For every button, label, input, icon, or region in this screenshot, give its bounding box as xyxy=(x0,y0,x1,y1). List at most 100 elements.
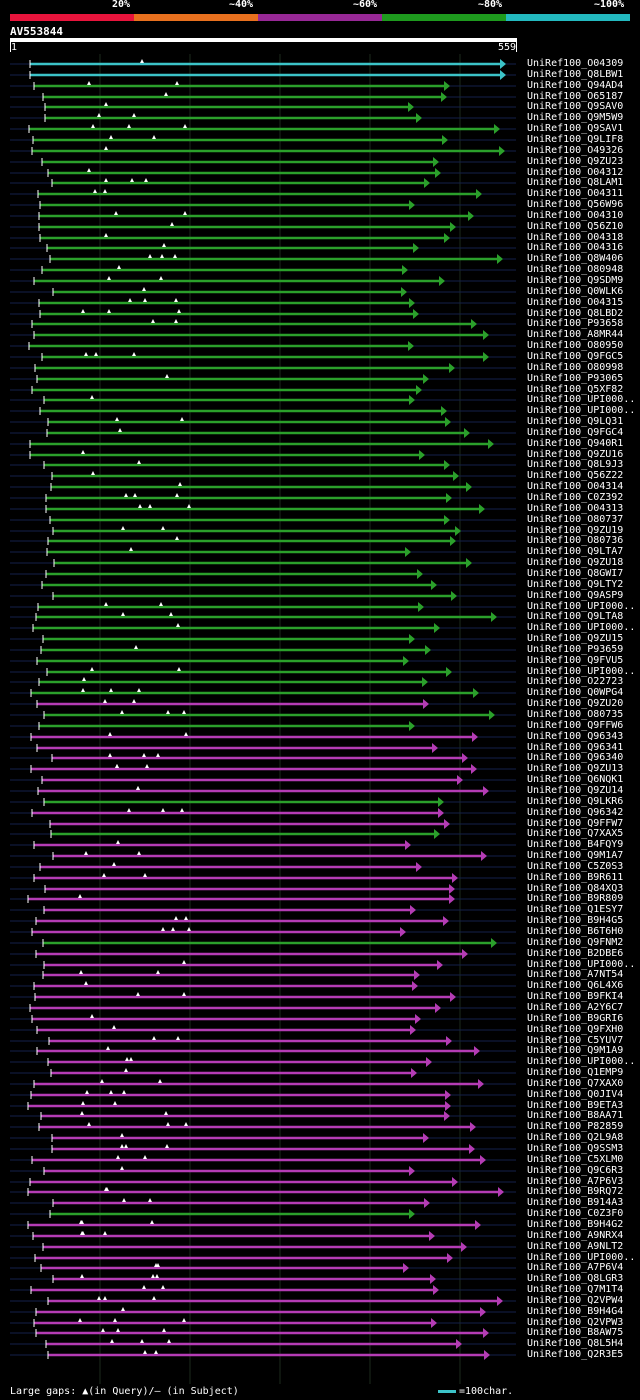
hit-label[interactable]: UniRef100_B9RQ72 xyxy=(527,1186,624,1197)
hit-label[interactable]: UniRef100_B4FQY9 xyxy=(527,839,624,850)
hit-label[interactable]: UniRef100_Q9ZU15 xyxy=(527,633,624,644)
hit-label[interactable]: UniRef100_O80737 xyxy=(527,514,624,525)
hit-label[interactable]: UniRef100_Q9FXH0 xyxy=(527,1024,624,1035)
hit-label[interactable]: UniRef100_Q8W406 xyxy=(527,253,624,264)
hit-label[interactable]: UniRef100_B9H4G5 xyxy=(527,915,624,926)
hit-label[interactable]: UniRef100_A7P6V4 xyxy=(527,1262,624,1273)
hit-label[interactable]: UniRef100_O80948 xyxy=(527,264,624,275)
hit-label[interactable]: UniRef100_Q9ASP9 xyxy=(527,590,624,601)
hit-label[interactable]: UniRef100_Q8LGR3 xyxy=(527,1273,624,1284)
hit-label[interactable]: UniRef100_Q2VPW3 xyxy=(527,1317,624,1328)
hit-label[interactable]: UniRef100_C0Z3F0 xyxy=(527,1208,624,1219)
hit-label[interactable]: UniRef100_O04309 xyxy=(527,58,624,69)
hit-label[interactable]: UniRef100_O04315 xyxy=(527,297,624,308)
hit-label[interactable]: UniRef100_O22723 xyxy=(527,676,624,687)
hit-label[interactable]: UniRef100_Q0WLK6 xyxy=(527,286,624,297)
hit-label[interactable]: UniRef100_C5XLM0 xyxy=(527,1154,624,1165)
hit-label[interactable]: UniRef100_Q96342 xyxy=(527,807,624,818)
hit-label[interactable]: UniRef100_Q9SAV1 xyxy=(527,123,624,134)
hit-label[interactable]: UniRef100_O04312 xyxy=(527,167,624,178)
hit-label[interactable]: UniRef100_A8MR44 xyxy=(527,329,624,340)
hit-label[interactable]: UniRef100_Q96343 xyxy=(527,731,624,742)
hit-label[interactable]: UniRef100_B9H4G2 xyxy=(527,1219,624,1230)
hit-label[interactable]: UniRef100_A7P6V3 xyxy=(527,1176,624,1187)
hit-label[interactable]: UniRef100_Q8GWI7 xyxy=(527,568,624,579)
hit-label[interactable]: UniRef100_Q9M1A9 xyxy=(527,1045,624,1056)
hit-label[interactable]: UniRef100_Q0JIV4 xyxy=(527,1089,624,1100)
hit-label[interactable]: UniRef100_Q9SSM3 xyxy=(527,1143,624,1154)
hit-label[interactable]: UniRef100_Q9ZU16 xyxy=(527,449,624,460)
hit-label[interactable]: UniRef100_Q9ZU19 xyxy=(527,525,624,536)
hit-label[interactable]: UniRef100_Q96341 xyxy=(527,742,624,753)
hit-label[interactable]: UniRef100_C0Z392 xyxy=(527,492,624,503)
hit-label[interactable]: UniRef100_O04314 xyxy=(527,481,624,492)
hit-label[interactable]: UniRef100_Q6NQK1 xyxy=(527,774,624,785)
hit-label[interactable]: UniRef100_Q9LQ31 xyxy=(527,416,624,427)
hit-label[interactable]: UniRef100_Q8LAM1 xyxy=(527,177,624,188)
hit-label[interactable]: UniRef100_UPI000.. xyxy=(527,405,636,416)
hit-label[interactable]: UniRef100_Q56Z10 xyxy=(527,221,624,232)
hit-label[interactable]: UniRef100_O04311 xyxy=(527,188,624,199)
hit-label[interactable]: UniRef100_Q9ZU14 xyxy=(527,785,624,796)
hit-label[interactable]: UniRef100_UPI000.. xyxy=(527,666,636,677)
hit-label[interactable]: UniRef100_Q9FGC5 xyxy=(527,351,624,362)
hit-label[interactable]: UniRef100_Q9ZU20 xyxy=(527,698,624,709)
hit-label[interactable]: UniRef100_P82859 xyxy=(527,1121,624,1132)
hit-label[interactable]: UniRef100_B9R809 xyxy=(527,893,624,904)
hit-label[interactable]: UniRef100_Q7XAX0 xyxy=(527,1078,624,1089)
hit-label[interactable]: UniRef100_Q2VPW4 xyxy=(527,1295,624,1306)
hit-label[interactable]: UniRef100_Q5XF82 xyxy=(527,384,624,395)
hit-label[interactable]: UniRef100_B9H4G4 xyxy=(527,1306,624,1317)
hit-label[interactable]: UniRef100_P93658 xyxy=(527,318,624,329)
hit-label[interactable]: UniRef100_B8AW75 xyxy=(527,1327,624,1338)
hit-label[interactable]: UniRef100_Q940R1 xyxy=(527,438,624,449)
hit-label[interactable]: UniRef100_O80736 xyxy=(527,535,624,546)
hit-label[interactable]: UniRef100_Q94AD4 xyxy=(527,80,624,91)
hit-label[interactable]: UniRef100_Q8LBW1 xyxy=(527,69,624,80)
hit-label[interactable]: UniRef100_O80998 xyxy=(527,362,624,373)
hit-label[interactable]: UniRef100_Q9C6R3 xyxy=(527,1165,624,1176)
hit-label[interactable]: UniRef100_Q8L9J3 xyxy=(527,459,624,470)
hit-label[interactable]: UniRef100_O65187 xyxy=(527,91,624,102)
hit-label[interactable]: UniRef100_UPI000.. xyxy=(527,959,636,970)
hit-label[interactable]: UniRef100_Q7XAX5 xyxy=(527,828,624,839)
hit-label[interactable]: UniRef100_Q56W96 xyxy=(527,199,624,210)
hit-label[interactable]: UniRef100_Q9M5W9 xyxy=(527,112,624,123)
hit-label[interactable]: UniRef100_Q9M1A7 xyxy=(527,850,624,861)
hit-label[interactable]: UniRef100_B8AA71 xyxy=(527,1110,624,1121)
hit-label[interactable]: UniRef100_B6T6H0 xyxy=(527,926,624,937)
hit-label[interactable]: UniRef100_Q2L9A8 xyxy=(527,1132,624,1143)
hit-label[interactable]: UniRef100_Q9ZU23 xyxy=(527,156,624,167)
hit-label[interactable]: UniRef100_Q8L5H4 xyxy=(527,1338,624,1349)
hit-label[interactable]: UniRef100_Q84XQ3 xyxy=(527,883,624,894)
hit-label[interactable]: UniRef100_Q1ESY7 xyxy=(527,904,624,915)
hit-label[interactable]: UniRef100_A9NLT2 xyxy=(527,1241,624,1252)
hit-label[interactable]: UniRef100_P93065 xyxy=(527,373,624,384)
hit-label[interactable]: UniRef100_O80735 xyxy=(527,709,624,720)
hit-label[interactable]: UniRef100_Q9LIF8 xyxy=(527,134,624,145)
hit-label[interactable]: UniRef100_Q9LTY2 xyxy=(527,579,624,590)
hit-label[interactable]: UniRef100_O04316 xyxy=(527,242,624,253)
hit-label[interactable]: UniRef100_Q9LTA7 xyxy=(527,546,624,557)
hit-label[interactable]: UniRef100_B914A3 xyxy=(527,1197,624,1208)
hit-label[interactable]: UniRef100_B2DBE6 xyxy=(527,948,624,959)
hit-label[interactable]: UniRef100_C5Z0S3 xyxy=(527,861,624,872)
hit-label[interactable]: UniRef100_Q1EMP9 xyxy=(527,1067,624,1078)
hit-label[interactable]: UniRef100_Q9ZU13 xyxy=(527,763,624,774)
hit-label[interactable]: UniRef100_UPI000.. xyxy=(527,1252,636,1263)
hit-label[interactable]: UniRef100_Q9FVU5 xyxy=(527,655,624,666)
hit-label[interactable]: UniRef100_A9NRX4 xyxy=(527,1230,624,1241)
hit-label[interactable]: UniRef100_Q9ZU18 xyxy=(527,557,624,568)
hit-label[interactable]: UniRef100_Q9LKR6 xyxy=(527,796,624,807)
hit-label[interactable]: UniRef100_B9FKI4 xyxy=(527,991,624,1002)
hit-label[interactable]: UniRef100_O80950 xyxy=(527,340,624,351)
hit-label[interactable]: UniRef100_Q2R3E5 xyxy=(527,1349,624,1360)
hit-label[interactable]: UniRef100_Q8LBD2 xyxy=(527,308,624,319)
hit-label[interactable]: UniRef100_UPI000.. xyxy=(527,1056,636,1067)
hit-label[interactable]: UniRef100_O49326 xyxy=(527,145,624,156)
hit-label[interactable]: UniRef100_O04313 xyxy=(527,503,624,514)
hit-label[interactable]: UniRef100_Q56Z22 xyxy=(527,470,624,481)
hit-label[interactable]: UniRef100_A7NT54 xyxy=(527,969,624,980)
hit-label[interactable]: UniRef100_Q7M1T4 xyxy=(527,1284,624,1295)
hit-label[interactable]: UniRef100_B9ETA3 xyxy=(527,1100,624,1111)
